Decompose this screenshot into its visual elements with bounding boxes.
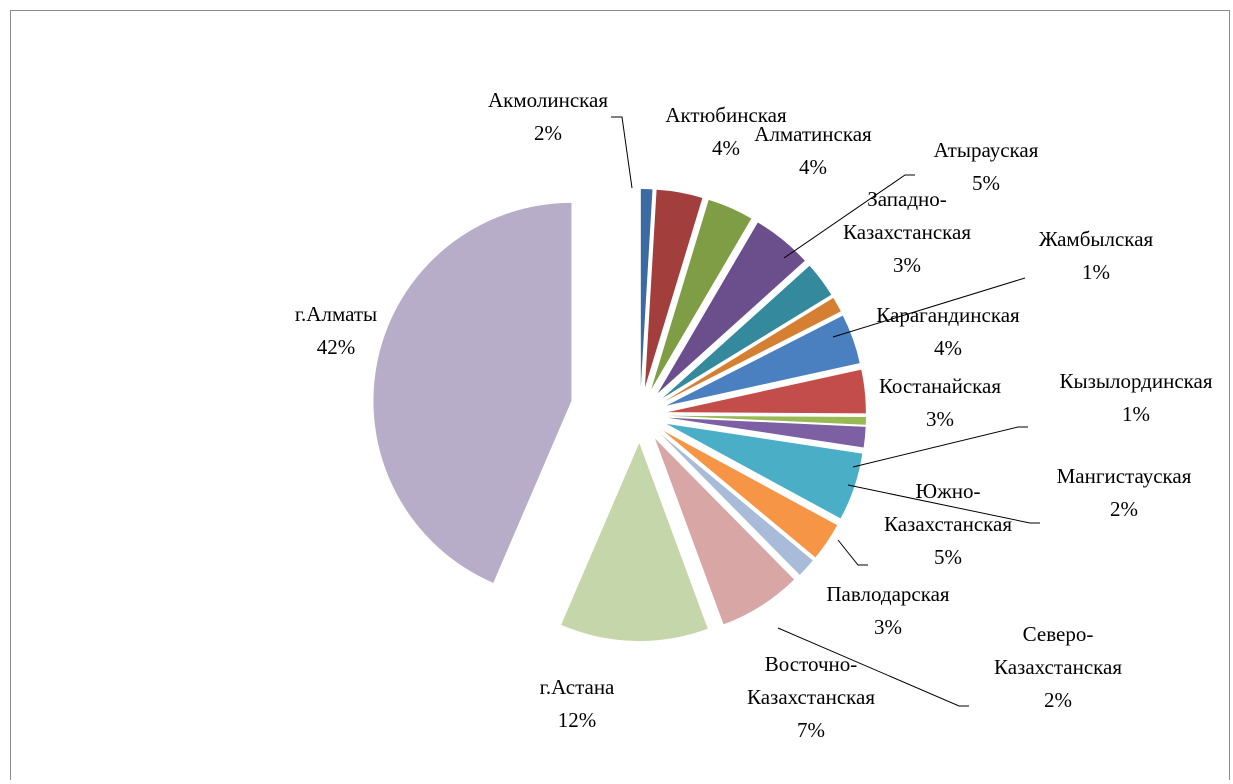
pie-slice xyxy=(644,189,703,388)
pie-slice xyxy=(667,369,866,414)
slice-name: г.Алматы xyxy=(295,302,377,326)
slice-data-label: Жамбылская 1% xyxy=(1039,227,1154,284)
leader-line xyxy=(611,116,633,189)
slice-percent: 4% xyxy=(934,336,962,360)
slice-percent: 3% xyxy=(874,615,902,639)
slice-name: Казахстанская xyxy=(843,220,971,244)
slice-name: Кызылординская xyxy=(1059,369,1212,393)
pie-slice xyxy=(667,415,866,425)
slice-percent: 1% xyxy=(1122,402,1150,426)
slice-data-label: Актюбинская 4% xyxy=(665,103,787,160)
pie-slice xyxy=(663,430,838,558)
slice-data-label: Северо- Казахстанская 2% xyxy=(994,622,1122,712)
slice-name: Казахстанская xyxy=(884,512,1012,536)
slice-name: Казахстанская xyxy=(747,685,875,709)
slice-percent: 2% xyxy=(1110,497,1138,521)
pie-slice xyxy=(561,442,708,641)
leader-line xyxy=(852,426,1028,468)
slice-name: Мангистауская xyxy=(1057,464,1192,488)
pie-slice xyxy=(666,423,863,519)
slice-name: Акмолинская xyxy=(488,88,608,112)
slice-name: Жамбылская xyxy=(1039,227,1154,251)
slice-name: Карагандинская xyxy=(876,303,1020,327)
slice-percent: 2% xyxy=(534,121,562,145)
pie-slice xyxy=(640,189,653,388)
pie-slice xyxy=(373,202,572,583)
slice-data-label: Мангистауская 2% xyxy=(1057,464,1192,521)
leader-line xyxy=(847,484,1040,524)
slice-name: Северо- xyxy=(1023,622,1094,646)
pie-slice xyxy=(651,199,752,390)
pie-slice xyxy=(655,438,795,625)
slice-percent: 3% xyxy=(893,253,921,277)
leader-line xyxy=(837,539,868,566)
slice-data-label: Акмолинская 2% xyxy=(488,88,608,145)
slice-data-label: г.Астана 12% xyxy=(540,675,615,732)
slice-percent: 12% xyxy=(558,708,597,732)
slice-name: Алматинская xyxy=(754,122,872,146)
slice-name: Павлодарская xyxy=(826,582,950,606)
pie-slice xyxy=(666,315,860,406)
slice-name: Атырауская xyxy=(934,138,1039,162)
slice-data-label: Кызылординская 1% xyxy=(1059,369,1212,426)
pie-slice xyxy=(660,433,813,575)
pie-slice xyxy=(657,222,805,394)
slice-percent: 4% xyxy=(799,155,827,179)
slice-percent: 42% xyxy=(317,335,356,359)
slice-name: Западно- xyxy=(867,187,947,211)
slice-name: Актюбинская xyxy=(665,103,787,127)
slice-data-label: Павлодарская 3% xyxy=(826,582,950,639)
slice-name: Костанайская xyxy=(879,374,1001,398)
slice-percent: 5% xyxy=(972,171,1000,195)
slice-data-label: Южно- Казахстанская 5% xyxy=(884,479,1012,569)
slice-data-label: Восточно- Казахстанская 7% xyxy=(747,652,875,742)
slice-percent: 1% xyxy=(1082,260,1110,284)
slice-name: Восточно- xyxy=(765,652,858,676)
slice-data-label: Алматинская 4% xyxy=(754,122,872,179)
pie-slice xyxy=(664,297,841,402)
slice-data-label: Карагандинская 4% xyxy=(876,303,1020,360)
slice-name: Южно- xyxy=(915,479,980,503)
slice-data-label: Костанайская 3% xyxy=(879,374,1001,431)
slice-data-label: г.Алматы 42% xyxy=(295,302,377,359)
slice-percent: 7% xyxy=(797,718,825,742)
slice-name: Казахстанская xyxy=(994,655,1122,679)
slice-data-label: Атырауская 5% xyxy=(934,138,1039,195)
slice-percent: 3% xyxy=(926,407,954,431)
pie-slice xyxy=(667,417,866,448)
slice-percent: 4% xyxy=(712,136,740,160)
leader-line xyxy=(777,627,969,707)
leader-line xyxy=(832,277,1026,338)
chart-frame xyxy=(10,10,1230,780)
slice-name: г.Астана xyxy=(540,675,615,699)
slice-percent: 5% xyxy=(934,545,962,569)
slice-percent: 2% xyxy=(1044,688,1072,712)
leader-line xyxy=(783,174,915,259)
pie-slice xyxy=(662,265,832,399)
slice-data-label: Западно- Казахстанская 3% xyxy=(843,187,971,277)
